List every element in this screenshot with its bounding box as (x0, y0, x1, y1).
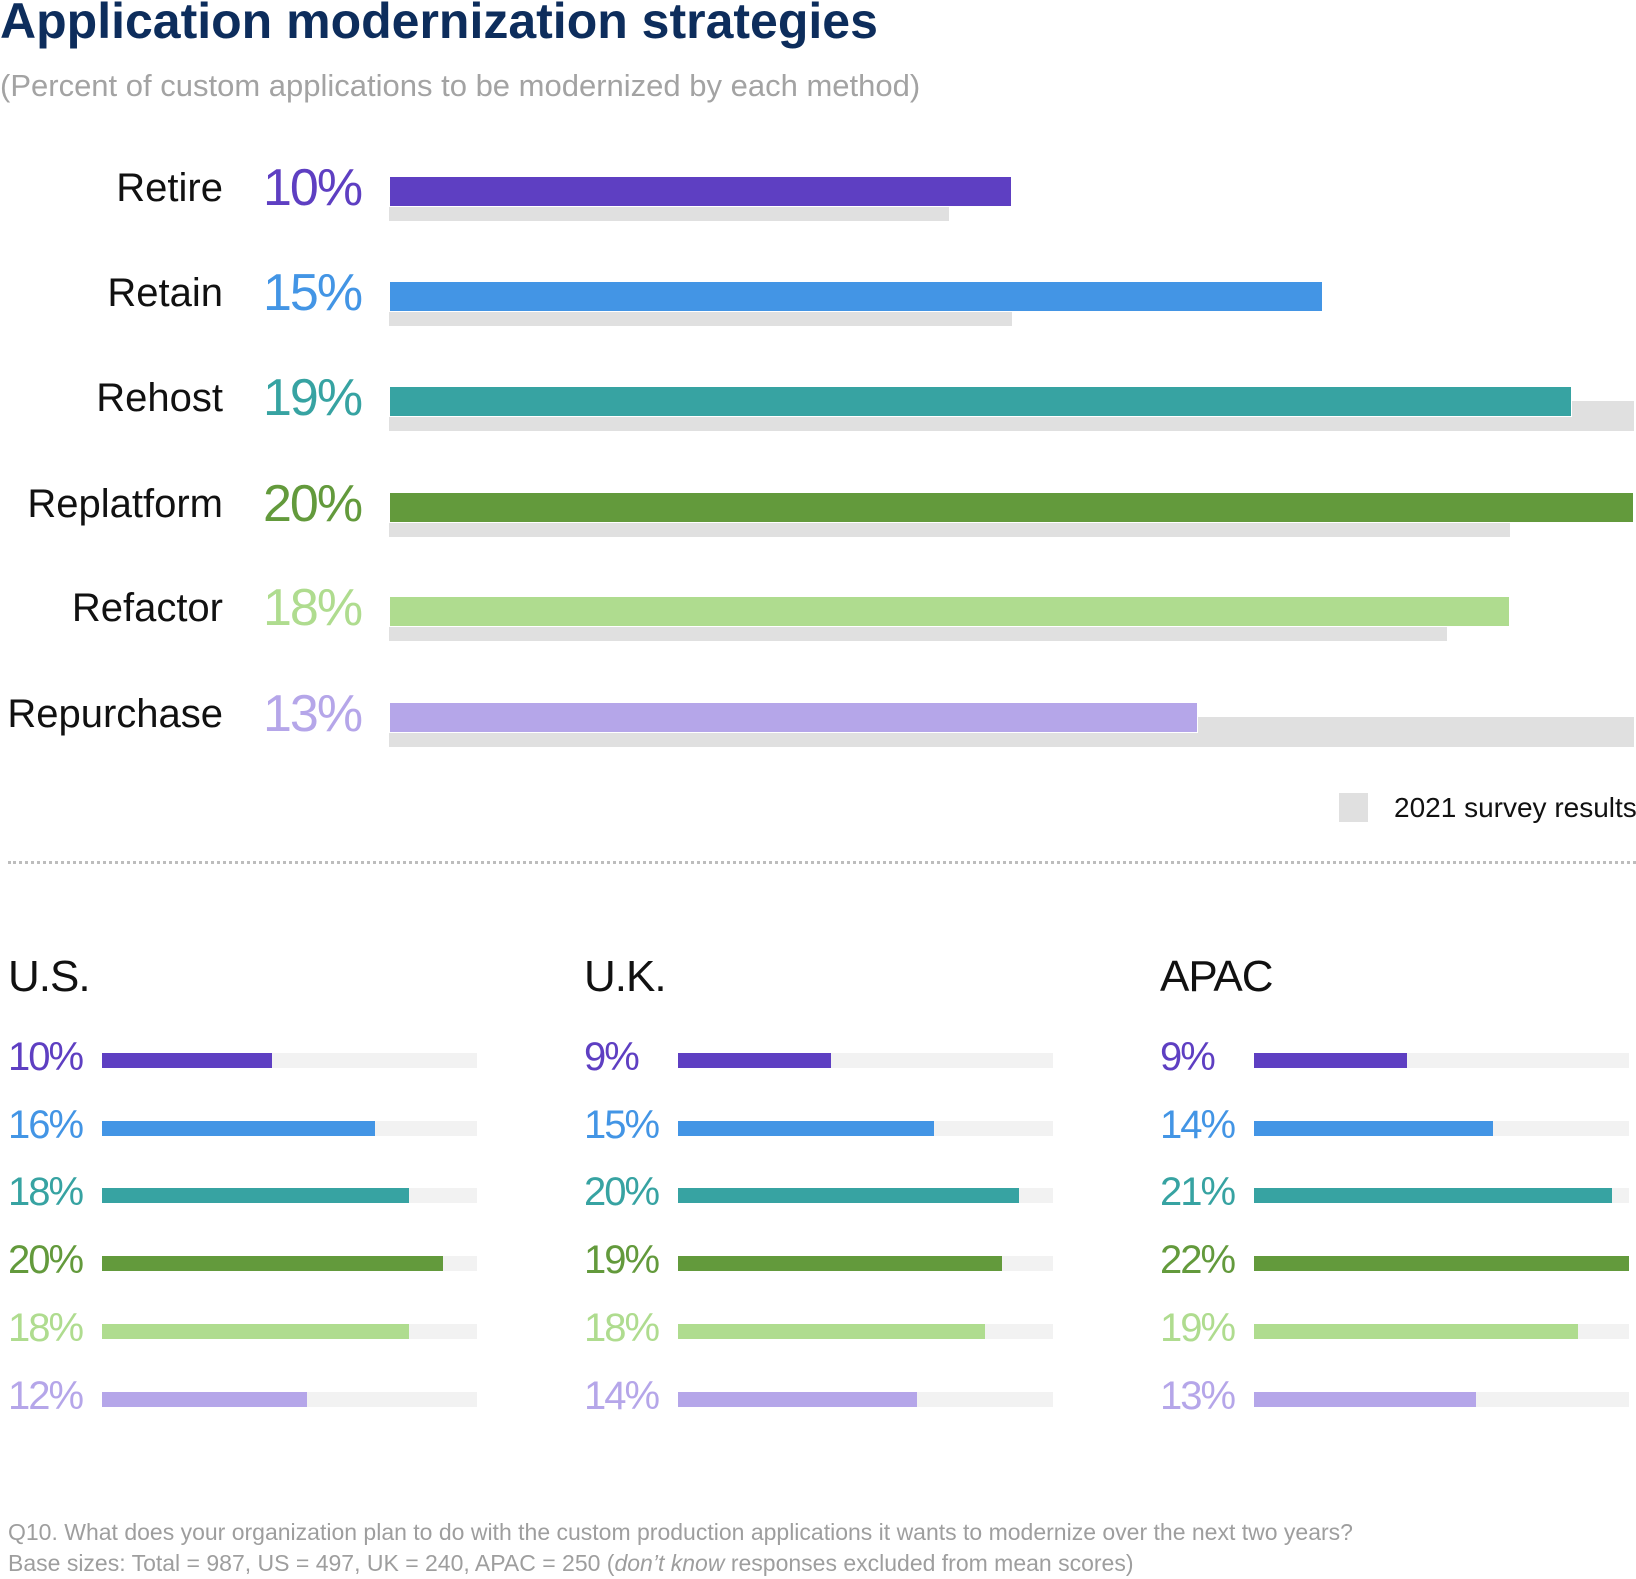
region-value-label: 15% (584, 1103, 660, 1147)
value-label: 10% (263, 159, 363, 217)
region-value-label: 21% (1160, 1170, 1236, 1214)
region-bar-apac-repurchase (1254, 1392, 1476, 1407)
footnote-question: Q10. What does your organization plan to… (8, 1519, 1353, 1545)
region-value-label: 12% (8, 1374, 84, 1418)
category-label: Replatform (27, 482, 223, 526)
region-bar-uk-retire (678, 1053, 832, 1068)
region-bar-uk-rehost (678, 1188, 1019, 1203)
bar-current-rehost (389, 386, 1572, 417)
region-bar-us-retire (102, 1053, 273, 1068)
region-value-label: 9% (584, 1035, 640, 1079)
region-bar-uk-refactor (678, 1324, 985, 1339)
region-bar-track (678, 1324, 1053, 1339)
region-bar-track (678, 1256, 1053, 1271)
legend-label-2021: 2021 survey results (1394, 792, 1636, 823)
category-label: Refactor (71, 586, 223, 630)
region-value-label: 16% (8, 1103, 84, 1147)
value-label: 15% (263, 264, 363, 322)
chart-subtitle: (Percent of custom applications to be mo… (0, 68, 921, 103)
region-bar-track (102, 1188, 477, 1203)
region-bar-track (678, 1188, 1053, 1203)
footnote-base-pre: Base sizes: Total = 987, US = 497, UK = … (8, 1550, 615, 1576)
category-label: Rehost (96, 376, 223, 420)
region-bar-apac-refactor (1254, 1324, 1578, 1339)
chart-title: Application modernization strategies (0, 0, 878, 49)
region-bar-track (102, 1121, 477, 1136)
region-title-uk: U.K. (584, 952, 667, 1001)
region-value-label: 20% (584, 1170, 660, 1214)
category-label: Retain (107, 271, 223, 315)
legend-swatch-2021 (1339, 793, 1368, 822)
region-bar-track (1254, 1324, 1629, 1339)
dotted-divider (8, 861, 1636, 864)
region-bar-us-retain (102, 1121, 375, 1136)
region-bar-track (102, 1256, 477, 1271)
region-bar-us-replatform (102, 1256, 443, 1271)
region-bar-uk-repurchase (678, 1392, 917, 1407)
region-value-label: 22% (1160, 1238, 1236, 1282)
bar-current-retire (389, 176, 1012, 207)
region-value-label: 9% (1160, 1035, 1216, 1079)
region-value-label: 14% (1160, 1103, 1236, 1147)
region-bar-us-rehost (102, 1188, 409, 1203)
bar-current-repurchase (389, 702, 1199, 733)
region-bar-track (1254, 1188, 1629, 1203)
region-bar-track (102, 1053, 477, 1068)
region-value-label: 13% (1160, 1374, 1236, 1418)
region-value-label: 14% (584, 1374, 660, 1418)
region-bar-track (1254, 1392, 1629, 1407)
region-bar-track (678, 1053, 1053, 1068)
region-title-us: U.S. (8, 952, 91, 1001)
region-bar-us-refactor (102, 1324, 409, 1339)
region-value-label: 18% (584, 1306, 660, 1350)
bar-current-retain (389, 281, 1323, 312)
region-bar-apac-retire (1254, 1053, 1408, 1068)
region-bar-track (1254, 1256, 1629, 1271)
region-value-label: 10% (8, 1035, 84, 1079)
region-bar-apac-retain (1254, 1121, 1493, 1136)
region-bar-uk-replatform (678, 1256, 1002, 1271)
region-bar-apac-rehost (1254, 1188, 1612, 1203)
footnote-base-sizes: Base sizes: Total = 987, US = 497, UK = … (8, 1550, 1134, 1577)
region-value-label: 18% (8, 1170, 84, 1214)
category-label: Repurchase (7, 692, 223, 736)
value-label: 18% (263, 579, 363, 637)
region-value-label: 20% (8, 1238, 84, 1282)
region-bar-track (102, 1324, 477, 1339)
value-label: 13% (263, 685, 363, 743)
footnote-italic: don’t know (614, 1550, 725, 1576)
footnote-base-post: responses excluded from mean scores) (724, 1550, 1134, 1576)
region-title-apac: APAC (1160, 952, 1274, 1001)
region-value-label: 19% (1160, 1306, 1236, 1350)
value-label: 20% (263, 475, 363, 533)
bar-current-replatform (389, 492, 1634, 523)
value-label: 19% (263, 369, 363, 427)
region-bar-track (678, 1121, 1053, 1136)
region-bar-apac-replatform (1254, 1256, 1629, 1271)
region-value-label: 18% (8, 1306, 84, 1350)
region-bar-us-repurchase (102, 1392, 307, 1407)
region-bar-track (678, 1392, 1053, 1407)
bar-current-refactor (389, 596, 1510, 627)
region-bar-track (1254, 1121, 1629, 1136)
region-value-label: 19% (584, 1238, 660, 1282)
region-bar-track (1254, 1053, 1629, 1068)
category-label: Retire (116, 166, 223, 210)
region-bar-uk-retain (678, 1121, 934, 1136)
region-bar-track (102, 1392, 477, 1407)
